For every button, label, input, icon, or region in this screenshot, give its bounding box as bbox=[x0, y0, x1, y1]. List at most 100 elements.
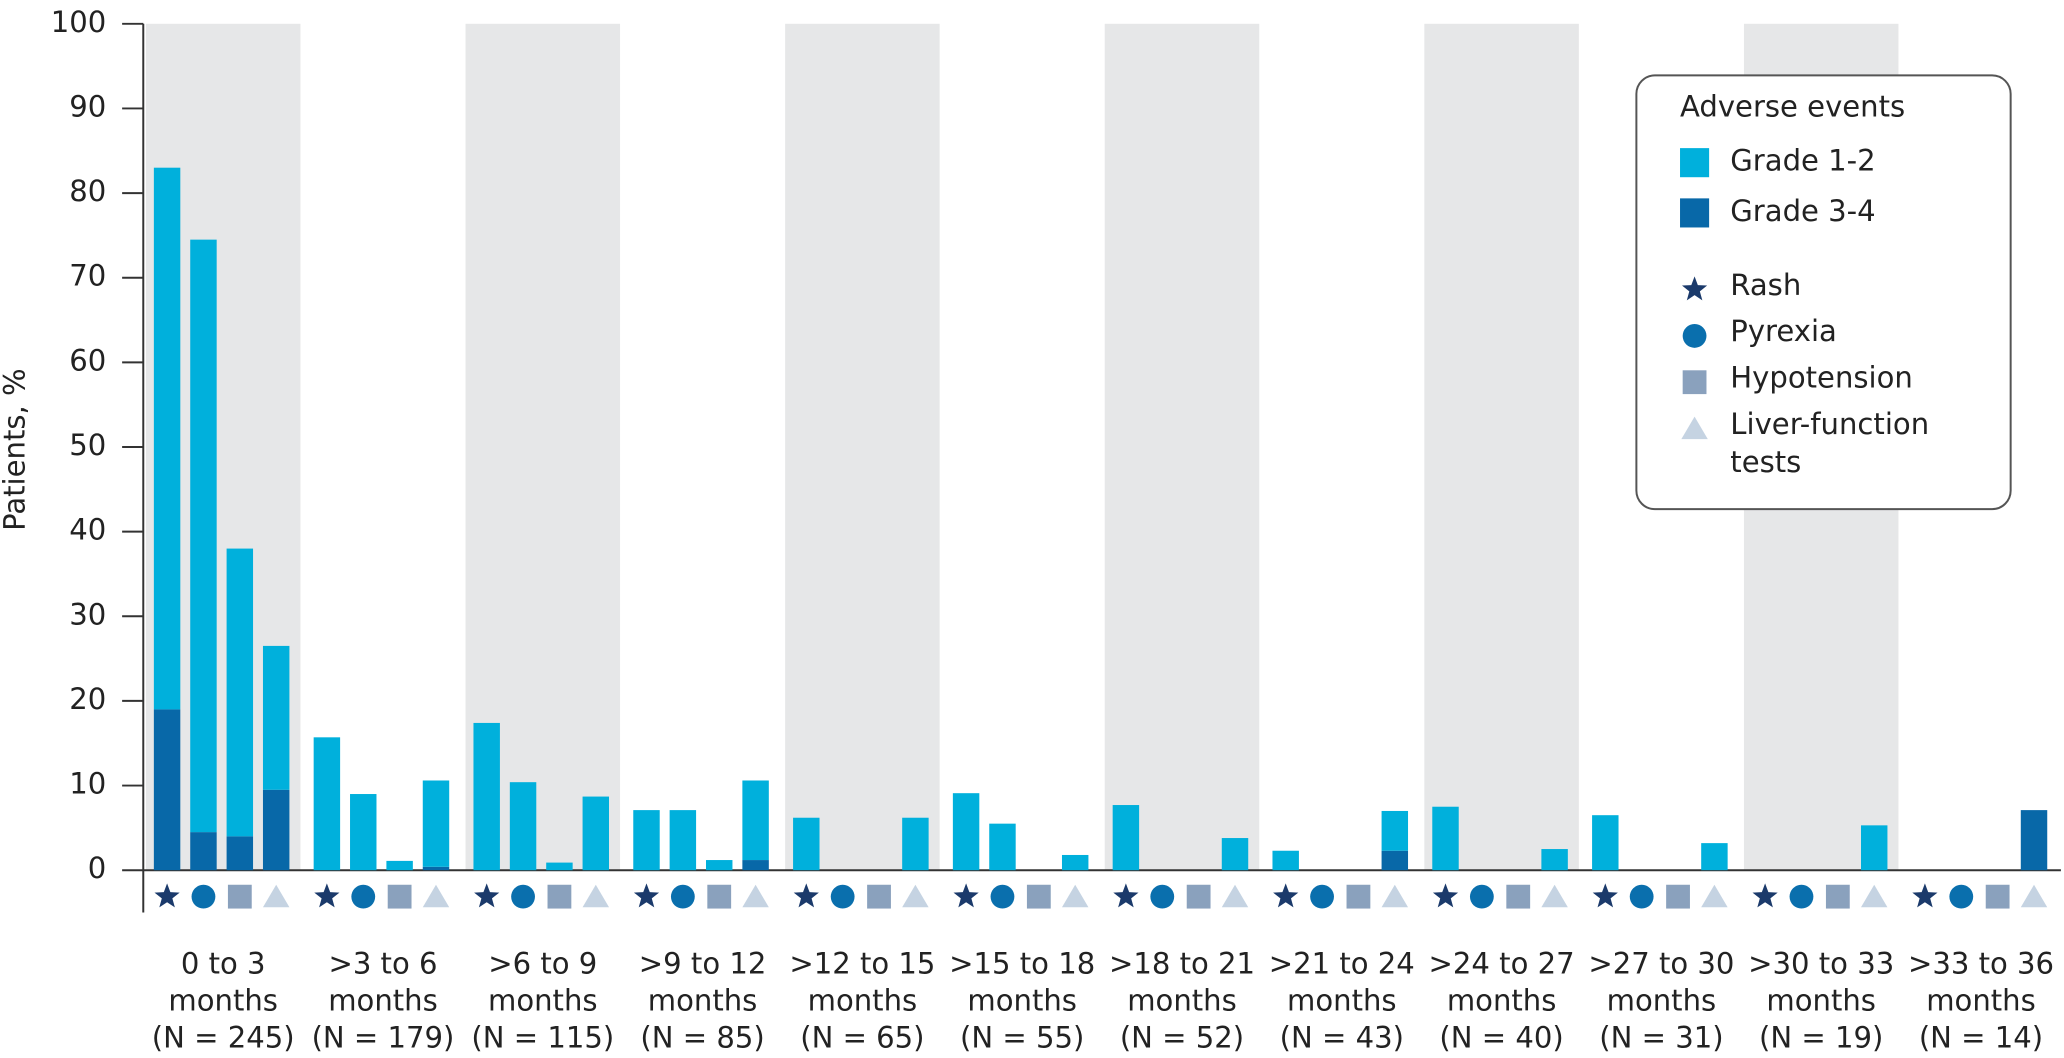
bar-segment bbox=[350, 794, 377, 871]
bar-segment bbox=[989, 823, 1016, 871]
x-tick-label: (N = 55) bbox=[960, 1020, 1084, 1054]
bar-segment bbox=[1701, 843, 1728, 871]
event-icon bbox=[1541, 884, 1568, 908]
x-tick-label: months bbox=[1607, 983, 1717, 1017]
x-tick-label: >12 to 15 bbox=[789, 946, 935, 980]
event-icon bbox=[1346, 884, 1371, 909]
event-icon bbox=[511, 884, 535, 909]
x-tick-label: (N = 85) bbox=[640, 1020, 764, 1054]
y-tick-label: 60 bbox=[69, 343, 106, 377]
legend-label: Grade 1-2 bbox=[1730, 144, 1875, 178]
event-icon bbox=[474, 883, 500, 908]
legend-label-text: Liver-function tests bbox=[1730, 408, 1930, 481]
x-tick-label: (N = 52) bbox=[1120, 1020, 1244, 1054]
bar-segment bbox=[509, 782, 537, 871]
x-tick-label: months bbox=[1766, 983, 1876, 1017]
event-icon bbox=[742, 884, 769, 908]
event-icon bbox=[314, 883, 340, 908]
bar-segment bbox=[546, 862, 573, 871]
legend-label: Hypotension bbox=[1730, 362, 1913, 396]
event-icon bbox=[1701, 884, 1728, 908]
x-tick-label: (N = 31) bbox=[1599, 1020, 1723, 1054]
legend-icon bbox=[1681, 416, 1708, 440]
event-icon bbox=[1381, 884, 1409, 908]
bar-segment bbox=[153, 167, 181, 710]
event-icon bbox=[1186, 884, 1211, 909]
event-icon bbox=[1860, 884, 1888, 908]
x-tick-label: months bbox=[808, 983, 918, 1017]
event-icon bbox=[227, 884, 252, 909]
event-icon bbox=[191, 884, 216, 909]
x-tick-label: >6 to 9 bbox=[488, 946, 597, 980]
event-icon bbox=[1666, 884, 1690, 909]
bar-segment bbox=[1541, 849, 1568, 871]
x-tick-label: 0 to 3 bbox=[181, 946, 266, 980]
bar-segment bbox=[1221, 838, 1249, 871]
event-icon bbox=[1469, 884, 1494, 909]
bar-segment bbox=[706, 860, 733, 871]
legend-swatch bbox=[1680, 148, 1710, 178]
bar-segment bbox=[190, 239, 217, 833]
event-icon bbox=[422, 884, 450, 908]
bar-segment bbox=[153, 709, 181, 871]
legend-box bbox=[1635, 74, 2012, 511]
legend-label-text: Hypotension bbox=[1730, 362, 1913, 396]
event-icon bbox=[707, 884, 732, 909]
y-tick-label: 0 bbox=[88, 851, 107, 885]
y-tick-label: 100 bbox=[51, 5, 107, 39]
bar-segment bbox=[262, 645, 290, 790]
x-tick-label: >21 to 24 bbox=[1269, 946, 1415, 980]
event-icon bbox=[867, 884, 891, 909]
event-icon bbox=[1221, 884, 1249, 908]
legend-label: Liver-function tests bbox=[1730, 408, 1930, 481]
y-axis-label: Patients, % bbox=[0, 368, 31, 531]
x-tick-label: months bbox=[168, 983, 278, 1017]
event-icon bbox=[1310, 884, 1334, 909]
event-icon bbox=[351, 884, 376, 909]
x-tick-label: >24 to 27 bbox=[1429, 946, 1575, 980]
x-tick-label: >18 to 21 bbox=[1109, 946, 1255, 980]
bar-segment bbox=[633, 810, 660, 871]
legend-label-text: Rash bbox=[1730, 269, 1802, 303]
event-icon bbox=[2020, 884, 2048, 908]
event-icon bbox=[1825, 884, 1850, 909]
event-icon bbox=[582, 884, 610, 908]
x-tick-label: months bbox=[1926, 983, 2036, 1017]
x-tick-label: months bbox=[967, 983, 1077, 1017]
x-tick-label: months bbox=[488, 983, 598, 1017]
legend-label: Pyrexia bbox=[1730, 316, 1837, 350]
y-tick-label: 40 bbox=[69, 513, 106, 547]
event-icon bbox=[1912, 883, 1938, 908]
y-tick-label: 80 bbox=[69, 174, 106, 208]
y-tick-label: 90 bbox=[69, 89, 106, 123]
event-icon bbox=[262, 884, 290, 908]
bar-segment bbox=[1860, 825, 1888, 871]
event-icon bbox=[1789, 884, 1814, 909]
bar-segment bbox=[1381, 810, 1409, 851]
legend-label-text: Pyrexia bbox=[1730, 316, 1837, 350]
event-icon bbox=[1629, 884, 1654, 909]
event-icon bbox=[1432, 883, 1459, 908]
legend-swatch bbox=[1680, 198, 1710, 228]
bar-segment bbox=[1272, 850, 1299, 871]
x-tick-label: (N = 179) bbox=[312, 1020, 455, 1054]
event-icon bbox=[793, 883, 819, 908]
bar-segment bbox=[952, 793, 980, 871]
x-tick-label: (N = 43) bbox=[1280, 1020, 1404, 1054]
x-tick-label: >9 to 12 bbox=[639, 946, 767, 980]
event-icon bbox=[830, 884, 855, 909]
x-tick-label: >3 to 6 bbox=[328, 946, 437, 980]
legend-icon bbox=[1682, 324, 1707, 348]
event-icon bbox=[953, 883, 979, 908]
y-tick-label: 30 bbox=[69, 597, 106, 631]
x-tick-label: (N = 245) bbox=[152, 1020, 295, 1054]
x-tick-label: >33 to 36 bbox=[1908, 946, 2054, 980]
event-icon bbox=[670, 884, 695, 909]
x-tick-label: >30 to 33 bbox=[1748, 946, 1894, 980]
band bbox=[1424, 23, 1579, 871]
x-tick-label: months bbox=[1447, 983, 1557, 1017]
y-tick-label: 20 bbox=[69, 682, 106, 716]
bar-segment bbox=[1432, 806, 1459, 871]
band bbox=[785, 23, 940, 871]
